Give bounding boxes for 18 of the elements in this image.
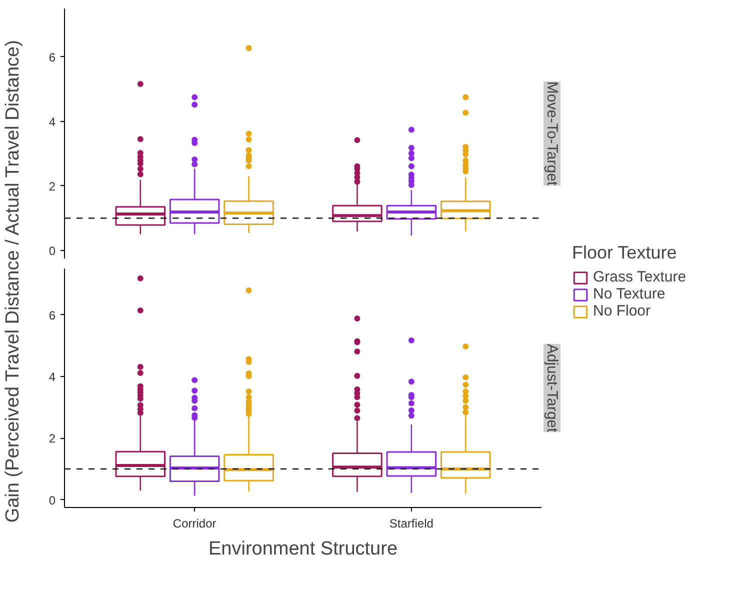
legend-label: Grass Texture [593, 268, 686, 286]
y-tick-label: 6 [48, 308, 56, 322]
x-tick-label: Starfield [389, 516, 434, 530]
y-tick-label: 4 [48, 370, 56, 384]
x-tick-label: Corridor [172, 516, 216, 530]
legend-label: No Floor [593, 302, 651, 320]
x-axis-title: Environment Structure [208, 538, 398, 560]
text: Move-To-Target [544, 81, 560, 186]
y-tick-label: 2 [48, 432, 56, 446]
text: Adjust-Target [544, 344, 560, 434]
y-tick-label: 0 [48, 493, 56, 508]
y-axis-title: Gain (Perceived Travel Distance / Actual Travel Distance) [2, 40, 24, 523]
legend-label: No Texture [593, 286, 666, 302]
y-tick-label: 2 [48, 179, 56, 194]
legend-title: Floor Texture [572, 242, 678, 264]
y-tick-label: 6 [48, 50, 56, 64]
y-tick-label: 4 [48, 114, 56, 129]
y-tick-label: 0 [48, 244, 56, 258]
